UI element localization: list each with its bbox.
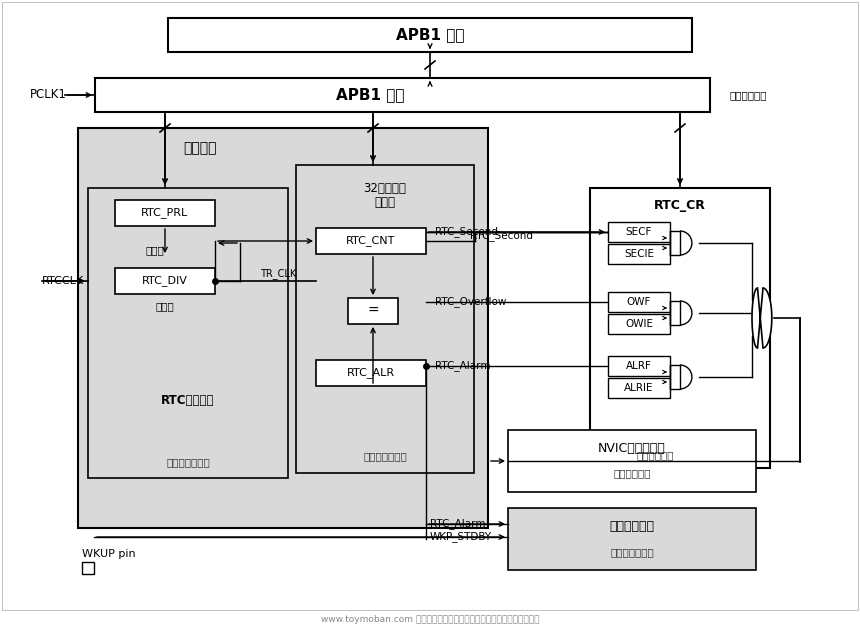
Bar [115, 268, 215, 294]
Text: SECIE: SECIE [624, 249, 654, 259]
Text: RTC_PRL: RTC_PRL [141, 207, 188, 219]
Text: 后备区域: 后备区域 [183, 141, 217, 155]
Text: =: = [367, 304, 378, 318]
Bar [115, 200, 215, 226]
Text: RTC_ALR: RTC_ALR [347, 368, 395, 379]
Text: 32位可编程: 32位可编程 [364, 181, 407, 195]
Text: 待机时维持供电: 待机时维持供电 [363, 451, 407, 461]
Bar [82, 562, 94, 574]
Bar [608, 356, 670, 376]
Text: RTC_Alarm: RTC_Alarm [430, 518, 486, 530]
Bar [296, 165, 474, 473]
Text: WKP_STDBY: WKP_STDBY [430, 532, 492, 542]
Text: TR_CLK: TR_CLK [260, 269, 296, 279]
Text: RTC_CR: RTC_CR [654, 198, 706, 212]
Text: WKUP pin: WKUP pin [82, 549, 136, 559]
Text: 待机时不供电: 待机时不供电 [730, 90, 767, 100]
Text: 待机时不供电: 待机时不供电 [636, 450, 673, 460]
Bar [670, 301, 680, 325]
Bar [608, 222, 670, 242]
Text: www.toymoban.com 网络图片仅供展示，非存储；如有侵权请联系删除。: www.toymoban.com 网络图片仅供展示，非存储；如有侵权请联系删除。 [321, 616, 539, 624]
Text: OWIE: OWIE [625, 319, 653, 329]
Bar [670, 231, 680, 255]
Text: OWF: OWF [627, 297, 651, 307]
Text: ALRIE: ALRIE [624, 383, 654, 393]
Text: NVIC中断控制器: NVIC中断控制器 [598, 442, 666, 454]
Text: 待机时维持供电: 待机时维持供电 [166, 457, 210, 467]
Bar [608, 244, 670, 264]
Text: 退出待机模式: 退出待机模式 [610, 520, 654, 533]
Bar [316, 360, 426, 386]
Bar [78, 128, 488, 528]
Text: APB1 总线: APB1 总线 [396, 28, 464, 42]
Bar [508, 430, 756, 492]
Bar [670, 365, 680, 389]
Bar [316, 228, 426, 254]
Bar [608, 292, 670, 312]
Text: 上升沿: 上升沿 [156, 301, 175, 311]
Text: RTC_CNT: RTC_CNT [347, 236, 396, 246]
Bar [88, 188, 288, 478]
Bar [608, 314, 670, 334]
Text: 待机时维持供电: 待机时维持供电 [610, 547, 654, 557]
Bar [168, 18, 692, 52]
Text: PCLK1: PCLK1 [30, 88, 67, 102]
Bar [590, 188, 770, 468]
Text: 计数器: 计数器 [374, 195, 396, 209]
Text: 待机时不供电: 待机时不供电 [613, 468, 651, 478]
Text: RTC预分频器: RTC预分频器 [162, 394, 215, 406]
Bar [348, 298, 398, 324]
Text: ALRF: ALRF [626, 361, 652, 371]
Text: APB1 接口: APB1 接口 [335, 87, 404, 102]
Bar [95, 78, 710, 112]
Text: RTC_DIV: RTC_DIV [142, 276, 188, 286]
Text: SECF: SECF [626, 227, 652, 237]
Text: RTC_Alarm: RTC_Alarm [435, 360, 490, 372]
Bar [508, 508, 756, 570]
Polygon shape [752, 288, 771, 348]
Bar [608, 378, 670, 398]
Text: RTCCLK: RTCCLK [42, 276, 84, 286]
Text: RTC_Overflow: RTC_Overflow [435, 296, 507, 307]
Text: RTC_Second: RTC_Second [470, 231, 533, 241]
Text: 重装载: 重装载 [145, 245, 164, 255]
Text: RTC_Second: RTC_Second [435, 226, 498, 238]
